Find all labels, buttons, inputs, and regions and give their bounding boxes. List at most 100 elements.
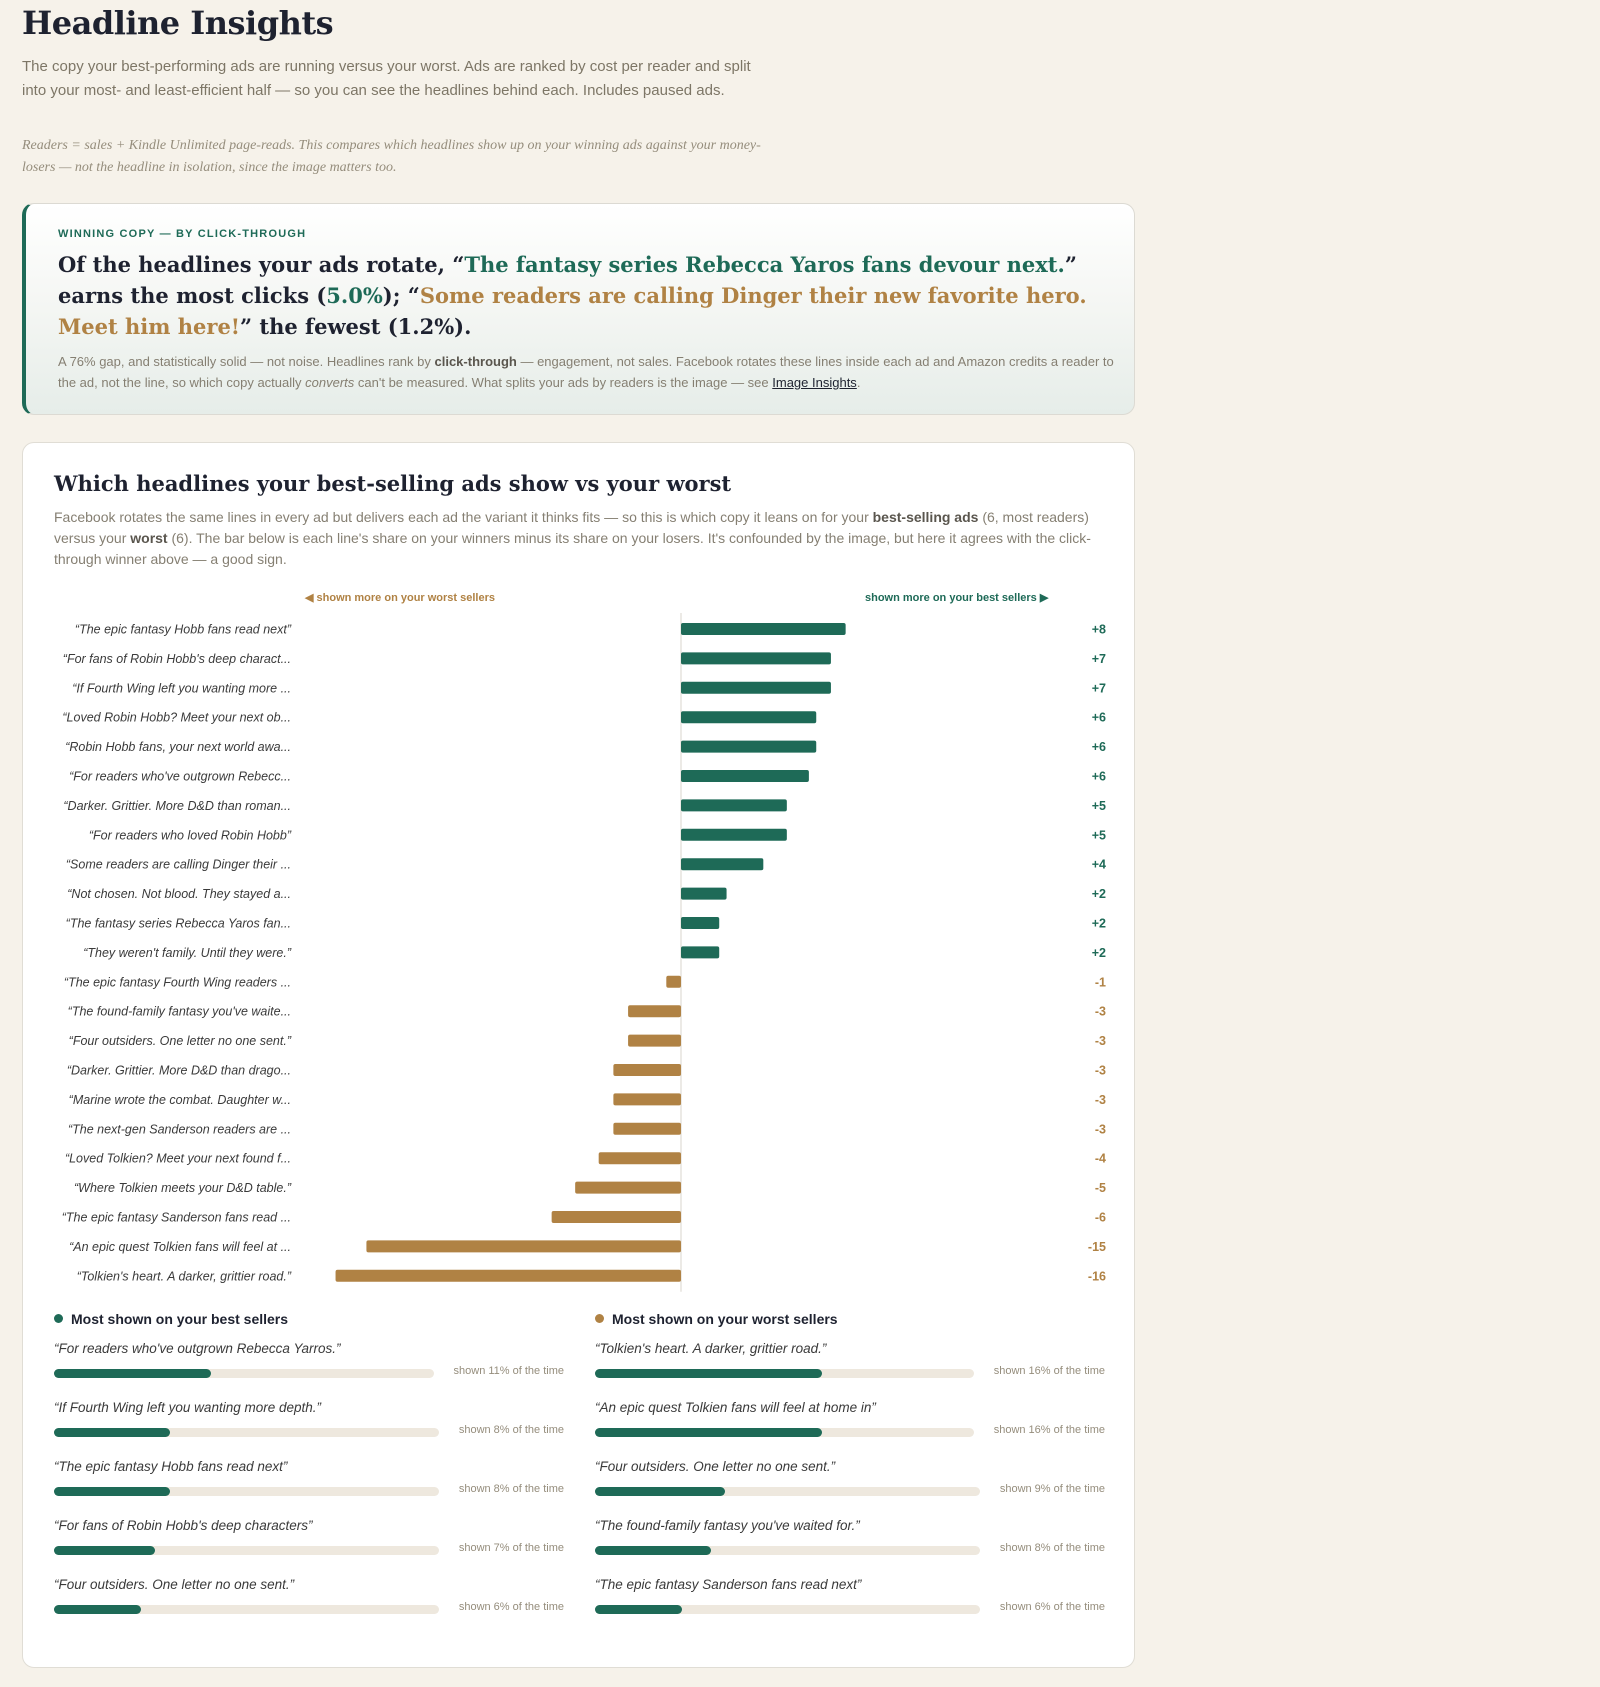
bar-value-label: -6	[1095, 1211, 1106, 1225]
bar-label: “The epic fantasy Fourth Wing readers ..…	[64, 975, 291, 989]
bar-label: “Loved Robin Hobb? Meet your next ob...	[62, 711, 291, 725]
headline-text: “If Fourth Wing left you wanting more de…	[54, 1400, 322, 1415]
bar-value-label: -1	[1095, 975, 1106, 989]
share-bar-fill	[54, 1546, 156, 1555]
bar-value-label: -3	[1095, 1122, 1106, 1136]
headline-text-3: ); “	[382, 283, 420, 308]
page-intro: The copy your best-performing ads are ru…	[22, 58, 751, 99]
bar-value-label: +7	[1092, 652, 1106, 666]
headline-text-2: ” earns the most clicks (	[58, 252, 1077, 308]
bar-value-label: +6	[1092, 711, 1106, 725]
bar-label: “Loved Tolkien? Meet your next found f..…	[65, 1152, 291, 1166]
bar-label: “An epic quest Tolkien fans will feel at…	[69, 1240, 291, 1254]
share-bar-fill	[54, 1428, 170, 1437]
bar-label: “Darker. Grittier. More D&D than roman..…	[63, 799, 291, 813]
bar-value-label: +8	[1092, 623, 1106, 637]
bar-label: “For fans of Robin Hobb's deep charact..…	[63, 652, 291, 666]
headline-text-4: ” the fewest (1.2%).	[240, 314, 472, 339]
bar-label: “For readers who loved Robin Hobb”	[89, 828, 292, 842]
share-bar-fill	[595, 1487, 725, 1496]
best-headline: The fantasy series Rebecca Yaros fans de…	[464, 252, 1065, 277]
bar-label: “If Fourth Wing left you wanting more ..…	[72, 681, 291, 695]
winning-copy-eyebrow: WINNING COPY — BY CLICK-THROUGH	[58, 228, 307, 240]
worst-sellers-list: Most shown on your worst sellers “Tolkie…	[595, 1309, 1105, 1624]
page-title: Headline Insights	[22, 4, 334, 42]
share-label: shown 7% of the time	[458, 1542, 564, 1554]
legend-worst-sellers: ◀ shown more on your worst sellers	[305, 592, 496, 604]
bar	[628, 1034, 681, 1047]
bar	[613, 1122, 681, 1135]
share-bar-fill	[54, 1369, 211, 1378]
bar	[335, 1269, 681, 1282]
share-bar-track	[54, 1487, 439, 1496]
winning-copy-card: WINNING COPY — BY CLICK-THROUGH Of the h…	[22, 203, 1135, 415]
card-description: Facebook rotates the same lines in every…	[54, 507, 1114, 570]
best-dot-icon	[54, 1314, 63, 1323]
share-bar-fill	[595, 1369, 823, 1378]
bar-label: “Marine wrote the combat. Daughter w...	[69, 1093, 291, 1107]
explanation-bold: click-through	[434, 354, 517, 369]
bar	[681, 740, 817, 753]
share-bar-track	[595, 1369, 974, 1378]
bar-label: “Some readers are calling Dinger their .…	[66, 858, 291, 872]
explanation-text-3: can't be measured. What splits your ads …	[354, 375, 773, 390]
worst-list-title-text: Most shown on your worst sellers	[612, 1311, 838, 1327]
bar	[681, 858, 764, 871]
best-sellers-list: Most shown on your best sellers “For rea…	[54, 1309, 564, 1624]
share-bar-track	[54, 1369, 434, 1378]
bar	[681, 828, 787, 841]
share-bar-fill	[595, 1546, 711, 1555]
worst-list-title: Most shown on your worst sellers	[595, 1309, 1105, 1329]
bar-label: “Tolkien's heart. A darker, grittier roa…	[77, 1269, 292, 1283]
share-label: shown 8% of the time	[458, 1483, 564, 1495]
list-item: “Four outsiders. One letter no one sent.…	[595, 1447, 1105, 1506]
bar-label: “The next-gen Sanderson readers are ...	[68, 1122, 291, 1136]
list-item: “The epic fantasy Hobb fans read next” sh…	[54, 1447, 564, 1506]
bar-value-label: +6	[1092, 770, 1106, 784]
headline-text: “The found-family fantasy you've waited …	[595, 1518, 860, 1533]
desc-text-2: (6, most readers) versus your	[54, 509, 1089, 546]
bar	[681, 711, 817, 724]
bar	[681, 681, 831, 694]
share-bar-fill	[595, 1428, 823, 1437]
list-item: “Tolkien's heart. A darker, grittier roa…	[595, 1329, 1105, 1388]
bar	[613, 1064, 681, 1076]
bar-value-label: -16	[1088, 1269, 1106, 1283]
bar	[598, 1152, 681, 1165]
bar	[681, 652, 831, 665]
bar-label: “The epic fantasy Sanderson fans read ..…	[62, 1211, 291, 1225]
explanation-text-2: — engagement, not sales. Facebook rotate…	[58, 354, 1114, 390]
bar-label: “Robin Hobb fans, your next world awa...	[65, 740, 291, 754]
desc-text-3: (6). The bar below is each line's share …	[54, 530, 1091, 567]
share-bar-track	[54, 1605, 439, 1614]
image-insights-link[interactable]: Image Insights	[772, 375, 857, 390]
bar-value-label: -3	[1095, 1064, 1106, 1078]
headline-text: “Four outsiders. One letter no one sent.…	[595, 1459, 836, 1474]
explanation-italic: converts	[305, 375, 355, 390]
bar	[666, 975, 681, 988]
list-item: “For readers who've outgrown Rebecca Yar…	[54, 1329, 564, 1388]
bar-value-label: -15	[1088, 1240, 1106, 1254]
bar-label: “The found-family fantasy you've waite..…	[68, 1005, 291, 1019]
bar-value-label: +4	[1092, 858, 1106, 872]
best-list-title-text: Most shown on your best sellers	[71, 1311, 289, 1327]
share-label: shown 11% of the time	[453, 1365, 564, 1377]
headline-text: “Tolkien's heart. A darker, grittier roa…	[595, 1341, 827, 1356]
bar-value-label: -3	[1095, 1034, 1106, 1048]
share-label: shown 9% of the time	[999, 1483, 1105, 1495]
share-bar-track	[595, 1428, 974, 1437]
share-bar-track	[595, 1487, 980, 1496]
share-label: shown 6% of the time	[999, 1601, 1105, 1613]
bar	[628, 1005, 681, 1018]
list-item: “The epic fantasy Sanderson fans read ne…	[595, 1565, 1105, 1624]
worst-headline: Some readers are calling Dinger their ne…	[58, 283, 1087, 339]
list-item: “If Fourth Wing left you wanting more de…	[54, 1388, 564, 1447]
list-item: “Four outsiders. One letter no one sent.…	[54, 1565, 564, 1624]
bar	[366, 1240, 681, 1253]
desc-bold-2: worst	[130, 530, 168, 546]
share-label: shown 8% of the time	[999, 1542, 1105, 1554]
bar-label: “For readers who've outgrown Rebecc...	[69, 770, 291, 784]
bar	[681, 799, 787, 812]
bar	[681, 917, 720, 929]
